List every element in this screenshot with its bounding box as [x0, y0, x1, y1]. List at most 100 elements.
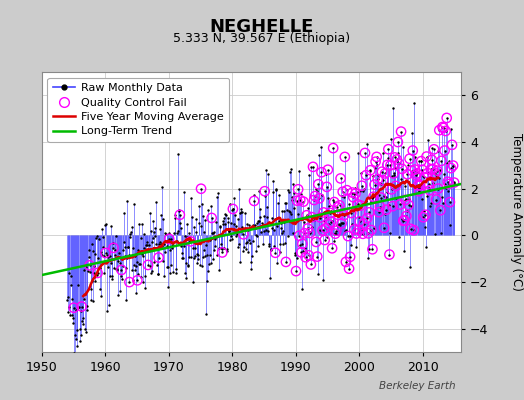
Point	[303, 225, 312, 232]
Point	[324, 166, 332, 173]
Point	[415, 188, 423, 194]
Point	[409, 170, 418, 176]
Point	[388, 203, 397, 210]
Point	[405, 196, 413, 203]
Point	[205, 252, 214, 258]
Point	[233, 228, 242, 234]
Point	[96, 286, 104, 292]
Point	[367, 199, 375, 205]
Point	[91, 251, 100, 257]
Point	[384, 146, 392, 152]
Point	[389, 170, 398, 177]
Point	[260, 188, 269, 194]
Point	[285, 189, 293, 195]
Point	[231, 212, 239, 218]
Point	[327, 219, 335, 225]
Point	[284, 187, 292, 193]
Point	[282, 200, 291, 206]
Point	[410, 227, 418, 234]
Point	[249, 222, 257, 228]
Point	[390, 154, 399, 161]
Point	[73, 343, 82, 350]
Point	[386, 162, 395, 168]
Point	[299, 198, 308, 205]
Point	[440, 147, 449, 154]
Point	[334, 212, 343, 218]
Point	[63, 297, 71, 303]
Point	[418, 166, 427, 173]
Point	[367, 227, 376, 233]
Point	[346, 254, 354, 260]
Point	[314, 152, 323, 158]
Point	[302, 212, 311, 218]
Point	[427, 166, 435, 172]
Point	[197, 186, 205, 192]
Point	[431, 170, 439, 176]
Point	[97, 226, 106, 232]
Point	[339, 188, 347, 195]
Point	[379, 193, 388, 199]
Point	[430, 231, 439, 238]
Point	[169, 269, 177, 275]
Point	[248, 252, 256, 259]
Point	[68, 312, 76, 318]
Point	[153, 262, 161, 269]
Point	[399, 218, 407, 224]
Point	[322, 171, 331, 177]
Point	[311, 186, 320, 193]
Point	[222, 212, 230, 219]
Point	[274, 218, 282, 224]
Point	[345, 232, 354, 239]
Point	[220, 245, 228, 252]
Point	[228, 206, 237, 212]
Point	[172, 238, 181, 244]
Point	[108, 273, 117, 279]
Point	[139, 244, 148, 251]
Point	[414, 182, 422, 189]
Point	[237, 209, 246, 215]
Point	[397, 128, 405, 135]
Point	[339, 220, 347, 226]
Point	[184, 262, 192, 268]
Point	[180, 270, 189, 276]
Point	[174, 151, 182, 158]
Point	[400, 217, 408, 224]
Point	[334, 223, 342, 230]
Point	[261, 167, 270, 173]
Point	[72, 306, 81, 313]
Point	[401, 197, 410, 203]
Point	[94, 255, 102, 261]
Point	[411, 166, 419, 173]
Point	[250, 198, 258, 204]
Point	[336, 222, 344, 228]
Point	[147, 270, 155, 276]
Point	[417, 158, 425, 164]
Point	[374, 176, 382, 182]
Point	[378, 168, 386, 175]
Point	[357, 170, 365, 176]
Point	[413, 170, 421, 176]
Point	[403, 171, 412, 178]
Point	[141, 246, 150, 253]
Point	[337, 220, 346, 227]
Point	[174, 206, 183, 213]
Point	[214, 267, 223, 273]
Point	[230, 221, 238, 227]
Point	[118, 276, 126, 282]
Point	[91, 278, 99, 284]
Point	[422, 244, 430, 250]
Point	[420, 174, 429, 181]
Point	[134, 271, 143, 277]
Point	[122, 297, 130, 303]
Point	[226, 237, 234, 243]
Point	[324, 166, 332, 173]
Point	[211, 236, 219, 242]
Point	[215, 223, 224, 229]
Point	[244, 248, 252, 255]
Point	[181, 275, 190, 282]
Point	[196, 223, 205, 229]
Point	[383, 162, 391, 168]
Point	[117, 267, 126, 273]
Point	[322, 225, 330, 232]
Point	[433, 168, 441, 174]
